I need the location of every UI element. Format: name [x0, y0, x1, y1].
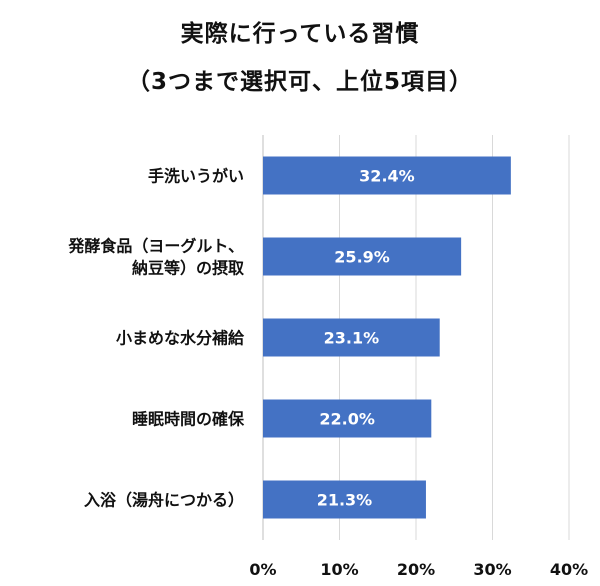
bar: [263, 237, 462, 276]
category-label: 睡眠時間の確保: [132, 410, 245, 429]
x-tick-label: 40%: [550, 560, 588, 579]
bar: [263, 399, 432, 438]
data-label: 32.4%: [359, 167, 415, 186]
x-tick-label: 10%: [320, 560, 358, 579]
data-label: 25.9%: [334, 248, 390, 267]
bar: [263, 156, 511, 195]
data-label: 23.1%: [324, 329, 380, 348]
x-tick-label: 30%: [473, 560, 511, 579]
x-tick-label: 20%: [397, 560, 435, 579]
bar: [263, 318, 440, 357]
data-label: 21.3%: [317, 491, 373, 510]
bar: [263, 480, 426, 519]
category-label: 発酵食品（ヨーグルト、: [67, 237, 244, 256]
category-label: 手洗いうがい: [148, 167, 244, 186]
category-label: 入浴（湯舟につかる）: [84, 491, 244, 510]
x-tick-label: 0%: [249, 560, 276, 579]
category-label: 小まめな水分補給: [116, 329, 245, 348]
chart-subtitle: （3つまで選択可、上位5項目）: [126, 69, 473, 95]
chart-title: 実際に行っている習慣: [180, 21, 420, 47]
data-label: 22.0%: [319, 410, 375, 429]
category-label: 納豆等）の摂取: [132, 259, 244, 278]
